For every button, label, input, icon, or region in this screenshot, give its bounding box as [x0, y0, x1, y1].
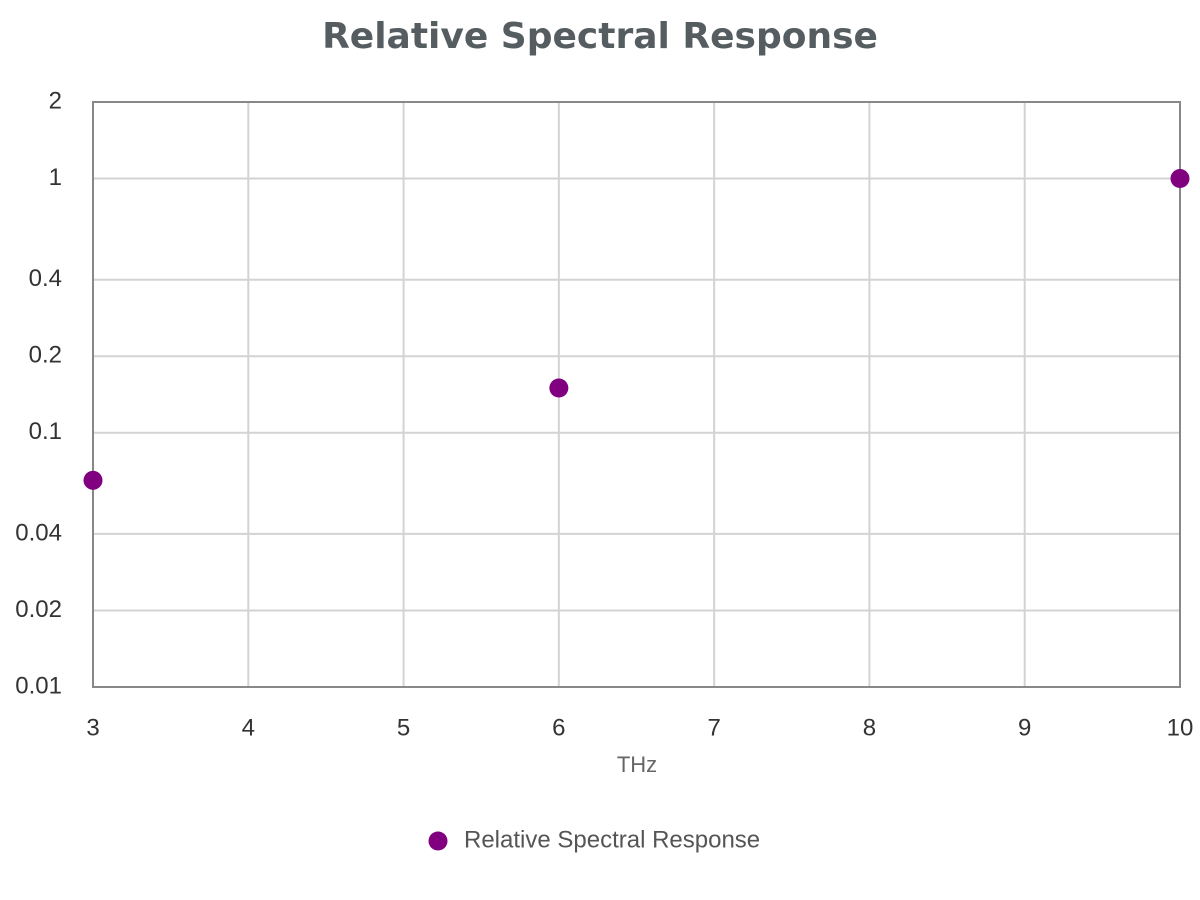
- y-tick-label: 1: [49, 164, 62, 191]
- point: [83, 470, 103, 490]
- x-tick-label: 5: [397, 714, 410, 741]
- x-tick-label: 10: [1167, 714, 1194, 741]
- x-tick-label: 4: [242, 714, 255, 741]
- y-tick-label: 2: [49, 87, 62, 114]
- legend-text: Relative Spectral Response: [464, 826, 760, 853]
- x-axis-label: THz: [617, 752, 657, 777]
- plot-border: [92, 101, 1181, 688]
- x-tick-label: 3: [86, 714, 99, 741]
- y-tick-label: 0.2: [29, 342, 62, 369]
- x-tick-label: 9: [1018, 714, 1031, 741]
- y-tick-label: 0.1: [29, 418, 62, 445]
- y-tick-label: 0.02: [15, 596, 62, 623]
- chart-title: Relative Spectral Response: [322, 16, 878, 57]
- y-tick-label: 0.01: [15, 672, 62, 699]
- y-tick-label: 0.4: [29, 265, 62, 292]
- x-tick-label: 6: [552, 714, 565, 741]
- x-tick-label: 7: [707, 714, 720, 741]
- y-tick-label: 0.04: [15, 519, 62, 546]
- legend-marker: [428, 831, 448, 851]
- point: [1170, 169, 1190, 189]
- point: [549, 378, 569, 398]
- x-tick-label: 8: [863, 714, 876, 741]
